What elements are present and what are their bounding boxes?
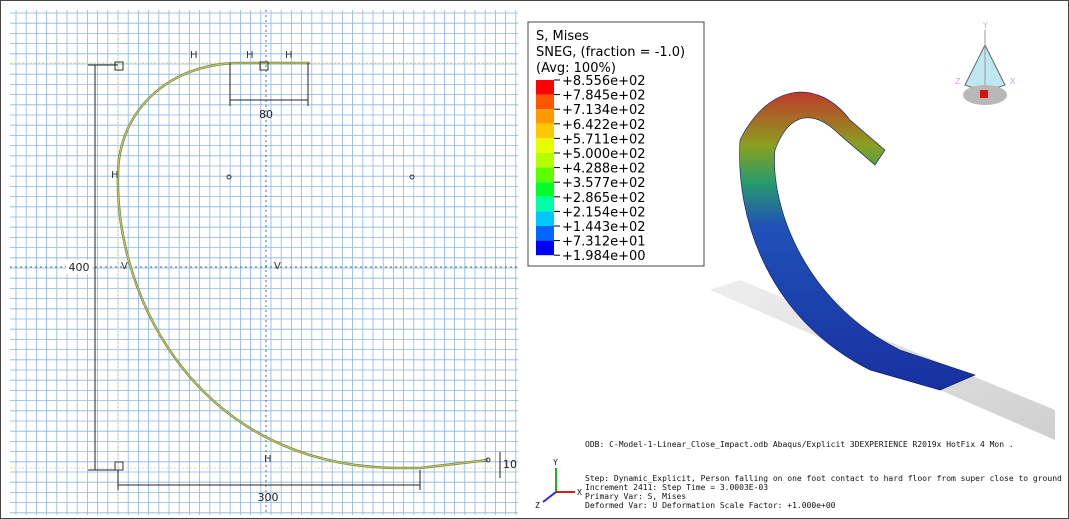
constraint-glyph: H bbox=[111, 170, 119, 181]
legend-label: +4.288e+02 bbox=[562, 162, 646, 177]
legend-swatch bbox=[536, 80, 554, 95]
constraint-glyph: H bbox=[285, 50, 293, 61]
legend-label: +1.984e+00 bbox=[562, 249, 646, 264]
odb-info: ODB: C-Model-1-Linear_Close_Impact.odb A… bbox=[585, 440, 1014, 449]
screenshot: 400 300 80 10 H H H H V V H S, Mises SNE… bbox=[0, 0, 1069, 519]
deformed-var: Deformed Var: U Deformation Scale Factor… bbox=[585, 501, 836, 510]
increment-info: Increment 2411: Step Time = 3.0003E-03 bbox=[585, 483, 768, 492]
legend-label: +2.865e+02 bbox=[562, 191, 646, 206]
legend-swatch bbox=[536, 138, 554, 153]
legend-swatch bbox=[536, 241, 554, 256]
triad-label: X bbox=[577, 488, 582, 497]
primary-var: Primary Var: S, Mises bbox=[585, 492, 686, 501]
legend-title: S, Mises bbox=[536, 29, 589, 44]
legend-swatch bbox=[536, 226, 554, 241]
view-cube-marker bbox=[980, 90, 988, 98]
dimension-label: 400 bbox=[69, 261, 90, 274]
legend-swatch bbox=[536, 95, 554, 110]
triad-label: Y bbox=[553, 458, 558, 467]
triad-label: Z bbox=[535, 501, 540, 510]
legend-swatch bbox=[536, 109, 554, 124]
legend-label: +5.000e+02 bbox=[562, 147, 646, 162]
step-info: Step: Dynamic_Explicit, Person falling o… bbox=[585, 474, 1062, 483]
legend-label: +7.845e+02 bbox=[562, 89, 646, 104]
legend-label: +5.711e+02 bbox=[562, 132, 646, 147]
legend-swatch bbox=[536, 153, 554, 168]
legend-swatch bbox=[536, 197, 554, 212]
legend-label: +7.312e+01 bbox=[562, 235, 646, 250]
constraint-glyph: H bbox=[264, 454, 272, 465]
constraint-glyph: H bbox=[190, 50, 198, 61]
triad-label: Y bbox=[982, 21, 988, 30]
legend-label: +1.443e+02 bbox=[562, 220, 646, 235]
constraint-glyph: V bbox=[274, 261, 281, 272]
legend-subtitle: SNEG, (fraction = -1.0) bbox=[536, 45, 685, 60]
sketch-panel: 400 300 80 10 H H H H V V H bbox=[10, 10, 518, 515]
legend-swatch bbox=[536, 182, 554, 197]
dimension-label: 80 bbox=[259, 108, 273, 121]
dimension-label: 300 bbox=[258, 491, 279, 504]
legend-swatch bbox=[536, 168, 554, 183]
legend-label: +6.422e+02 bbox=[562, 118, 646, 133]
legend-label: +8.556e+02 bbox=[562, 74, 646, 89]
legend-label: +2.154e+02 bbox=[562, 205, 646, 220]
constraint-glyph: V bbox=[121, 261, 128, 272]
triad-label: Z bbox=[955, 77, 961, 86]
triad-label: X bbox=[1010, 77, 1016, 86]
legend-swatch bbox=[536, 211, 554, 226]
legend-label: +7.134e+02 bbox=[562, 103, 646, 118]
legend-scale: +8.556e+02+7.845e+02+7.134e+02+6.422e+02… bbox=[536, 74, 646, 264]
legend-swatch bbox=[536, 124, 554, 139]
dimension-label: 10 bbox=[503, 458, 517, 471]
legend-label: +3.577e+02 bbox=[562, 176, 646, 191]
constraint-glyph: H bbox=[246, 50, 254, 61]
